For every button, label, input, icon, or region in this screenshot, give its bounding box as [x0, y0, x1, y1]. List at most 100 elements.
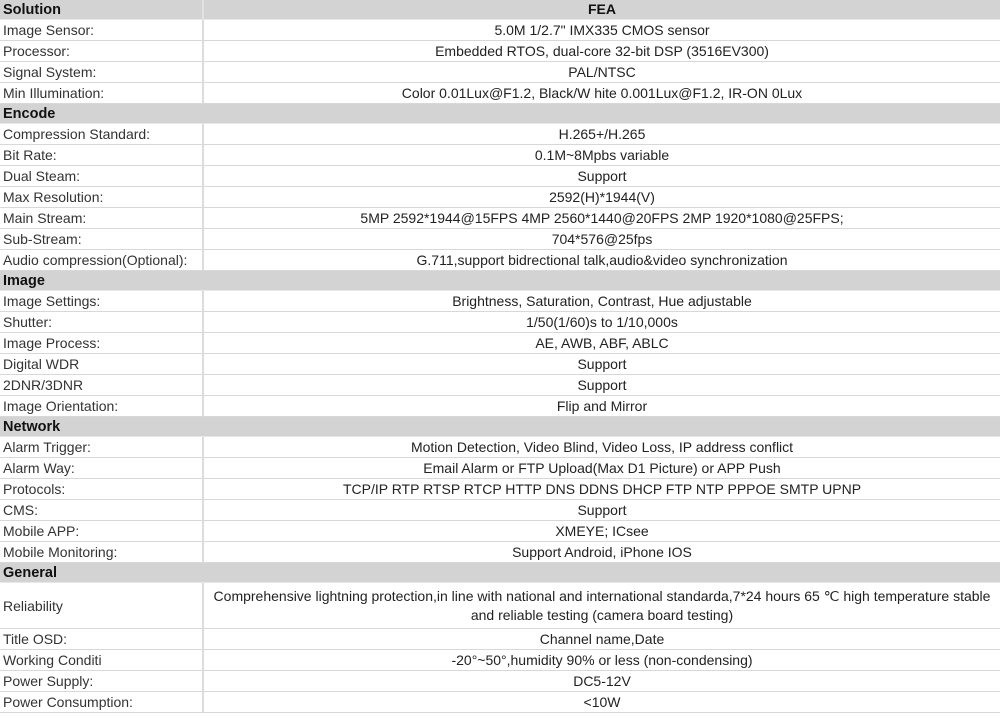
spec-value: Support — [577, 355, 627, 372]
spec-value: G.711,support bidrectional talk,audio&vi… — [416, 251, 788, 268]
section-value — [204, 104, 1000, 123]
spec-label: Image Settings: — [0, 291, 204, 311]
table-row: Digital WDR Support — [0, 354, 1000, 375]
table-row: Bit Rate: 0.1M~8Mpbs variable — [0, 145, 1000, 166]
section-title: Solution — [0, 0, 204, 19]
spec-label: Dual Steam: — [0, 166, 204, 186]
spec-label: Power Supply: — [0, 671, 204, 691]
spec-label: Image Orientation: — [0, 396, 204, 416]
spec-label: 2DNR/3DNR — [0, 375, 204, 395]
table-row: CMS: Support — [0, 500, 1000, 521]
spec-label: Max Resolution: — [0, 187, 204, 207]
spec-label: Protocols: — [0, 479, 204, 499]
spec-value: 2592(H)*1944(V) — [549, 188, 655, 205]
spec-value: Support — [577, 167, 627, 184]
spec-value: H.265+/H.265 — [558, 125, 646, 142]
spec-label: Sub-Stream: — [0, 229, 204, 249]
spec-value: XMEYE; ICsee — [555, 522, 649, 539]
spec-label: Mobile Monitoring: — [0, 542, 204, 562]
table-row: Image Settings: Brightness, Saturation, C… — [0, 291, 1000, 312]
spec-label: Mobile APP: — [0, 521, 204, 541]
section-title: General — [3, 564, 57, 581]
section-header-general: General — [0, 563, 1000, 583]
spec-label: Alarm Trigger: — [0, 437, 204, 457]
table-row: Working Conditi -20°~50°,humidity 90% or … — [0, 650, 1000, 671]
spec-value: Channel name,Date — [539, 630, 665, 647]
spec-label: Working Conditi — [0, 650, 204, 670]
spec-label: Image Sensor: — [0, 20, 204, 40]
spec-value: Support — [577, 376, 627, 393]
spec-label: Compression Standard: — [0, 124, 204, 144]
section-title: Image — [3, 272, 45, 289]
spec-label: CMS: — [0, 500, 204, 520]
spec-label: Digital WDR — [0, 354, 204, 374]
spec-value: Email Alarm or FTP Upload(Max D1 Picture… — [423, 459, 781, 476]
table-row: Dual Steam: Support — [0, 166, 1000, 187]
spec-value: 1/50(1/60)s to 1/10,000s — [526, 313, 678, 330]
spec-value: 5.0M 1/2.7" IMX335 CMOS sensor — [494, 21, 710, 38]
spec-label: Main Stream: — [0, 208, 204, 228]
table-row: Reliability Comprehensive lightning prote… — [0, 583, 1000, 629]
spec-value: <10W — [583, 693, 621, 710]
section-header-image: Image — [0, 271, 1000, 291]
spec-value: 5MP 2592*1944@15FPS 4MP 2560*1440@20FPS … — [360, 209, 844, 226]
spec-label: Processor: — [0, 41, 204, 61]
table-row: Mobile Monitoring: Support Android, iPhon… — [0, 542, 1000, 563]
spec-value: Support — [577, 501, 627, 518]
spec-label: Audio compression(Optional): — [0, 250, 204, 270]
spec-label: Alarm Way: — [0, 458, 204, 478]
section-header-solution: Solution FEA — [0, 0, 1000, 20]
spec-value: Motion Detection, Video Blind, Video Los… — [410, 438, 794, 455]
section-value — [204, 563, 1000, 582]
spec-value: DC5-12V — [573, 672, 631, 689]
table-row: Alarm Trigger: Motion Detection, Video Bl… — [0, 437, 1000, 458]
section-value: FEA — [588, 1, 616, 17]
spec-label: Image Process: — [0, 333, 204, 353]
spec-value: -20°~50°,humidity 90% or less (non-conde… — [451, 651, 753, 668]
table-row: Shutter: 1/50(1/60)s to 1/10,000s — [0, 312, 1000, 333]
spec-label: Reliability — [0, 583, 204, 628]
spec-value: 0.1M~8Mpbs variable — [534, 146, 670, 163]
table-row: Protocols: TCP/IP RTP RTSP RTCP HTTP DNS … — [0, 479, 1000, 500]
spec-label: Title OSD: — [0, 629, 204, 649]
section-value — [204, 417, 1000, 436]
table-row: Max Resolution: 2592(H)*1944(V) — [0, 187, 1000, 208]
spec-value: Color 0.01Lux@F1.2, Black/W hite 0.001Lu… — [401, 84, 803, 101]
table-row: Image Process: AE, AWB, ABF, ABLC — [0, 333, 1000, 354]
spec-value: 704*576@25fps — [551, 230, 653, 247]
spec-label: Signal System: — [0, 62, 204, 82]
spec-value: Flip and Mirror — [556, 397, 648, 414]
section-title: Encode — [3, 105, 56, 122]
table-row: Signal System: PAL/NTSC — [0, 62, 1000, 83]
table-row: Min Illumination: Color 0.01Lux@F1.2, Bla… — [0, 83, 1000, 104]
spec-label: Power Consumption: — [0, 692, 204, 712]
spec-label: Shutter: — [0, 312, 204, 332]
table-row: Audio compression(Optional): G.711,suppor… — [0, 250, 1000, 271]
table-row: Alarm Way: Email Alarm or FTP Upload(Max … — [0, 458, 1000, 479]
table-row: Title OSD: Channel name,Date — [0, 629, 1000, 650]
spec-value: PAL/NTSC — [568, 63, 636, 80]
section-header-encode: Encode — [0, 104, 1000, 124]
spec-value: Comprehensive lightning protection,in li… — [213, 587, 991, 623]
section-header-network: Network — [0, 417, 1000, 437]
table-row: Sub-Stream: 704*576@25fps — [0, 229, 1000, 250]
table-row: Power Supply: DC5-12V — [0, 671, 1000, 692]
table-row: Image Sensor: 5.0M 1/2.7" IMX335 CMOS sen… — [0, 20, 1000, 41]
table-row: Processor: Embedded RTOS, dual-core 32-bi… — [0, 41, 1000, 62]
spec-label: Bit Rate: — [0, 145, 204, 165]
spec-value: Embedded RTOS, dual-core 32-bit DSP (351… — [435, 42, 769, 59]
spec-value: TCP/IP RTP RTSP RTCP HTTP DNS DDNS DHCP … — [342, 480, 862, 497]
section-title: Network — [3, 418, 61, 435]
spec-label: Min Illumination: — [0, 83, 204, 103]
spec-value: AE, AWB, ABF, ABLC — [535, 334, 669, 351]
table-row: Main Stream: 5MP 2592*1944@15FPS 4MP 2560… — [0, 208, 1000, 229]
section-value — [204, 271, 1000, 290]
spec-value: Support Android, iPhone IOS — [512, 543, 692, 560]
table-row: 2DNR/3DNR Support — [0, 375, 1000, 396]
table-row: Power Consumption: <10W — [0, 692, 1000, 713]
table-row: Mobile APP: XMEYE; ICsee — [0, 521, 1000, 542]
table-row: Image Orientation: Flip and Mirror — [0, 396, 1000, 417]
table-row: Compression Standard: H.265+/H.265 — [0, 124, 1000, 145]
spec-value: Brightness, Saturation, Contrast, Hue ad… — [452, 292, 752, 309]
